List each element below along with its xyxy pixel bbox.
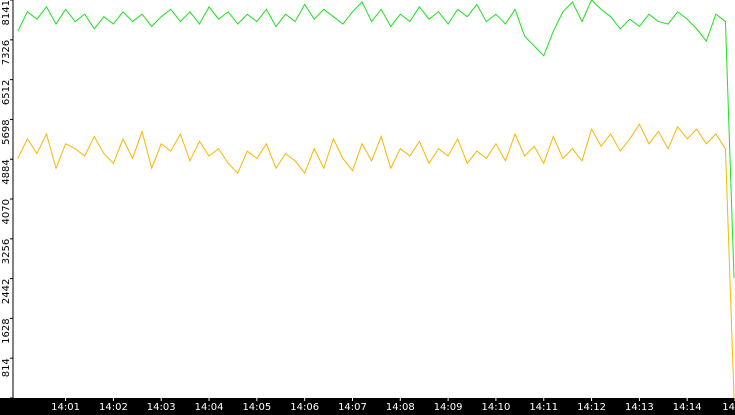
y-tick-label: 0 — [1, 398, 12, 404]
x-tick-label: 14:14 — [673, 402, 702, 413]
y-tick-label: 3256 — [1, 239, 12, 264]
y-tick-label: 2442 — [1, 279, 12, 304]
series-line — [17, 0, 735, 279]
x-tick-label: 14:07 — [338, 402, 367, 413]
x-axis-band — [0, 398, 735, 415]
x-tick-label: 14:05 — [242, 402, 271, 413]
x-tick-label: 14:11 — [529, 402, 558, 413]
y-tick-label: 6512 — [1, 80, 12, 105]
x-tick-label: 14:12 — [577, 402, 606, 413]
y-tick-label: 1628 — [1, 318, 12, 343]
x-tick-label: 14:02 — [99, 402, 128, 413]
y-tick-label: 4884 — [1, 159, 12, 184]
y-tick-label: 814 — [1, 358, 12, 377]
y-tick-label: 5698 — [1, 119, 12, 144]
y-tick-label: 4070 — [1, 199, 12, 224]
x-tick-label: 14:03 — [147, 402, 176, 413]
x-tick-label: 14:13 — [625, 402, 654, 413]
x-tick-label: 14:08 — [386, 402, 415, 413]
series-line — [17, 123, 735, 399]
x-tick-label: 14:09 — [434, 402, 463, 413]
x-tick-label: 14:04 — [195, 402, 224, 413]
y-tick-label: 7326 — [1, 40, 12, 65]
x-tick-label: 14 — [722, 402, 735, 413]
x-tick-label: 14:10 — [482, 402, 511, 413]
y-tick-label: 8141 — [1, 0, 12, 25]
x-tick-label: 14:06 — [290, 402, 319, 413]
x-tick-label: 14:01 — [51, 402, 80, 413]
